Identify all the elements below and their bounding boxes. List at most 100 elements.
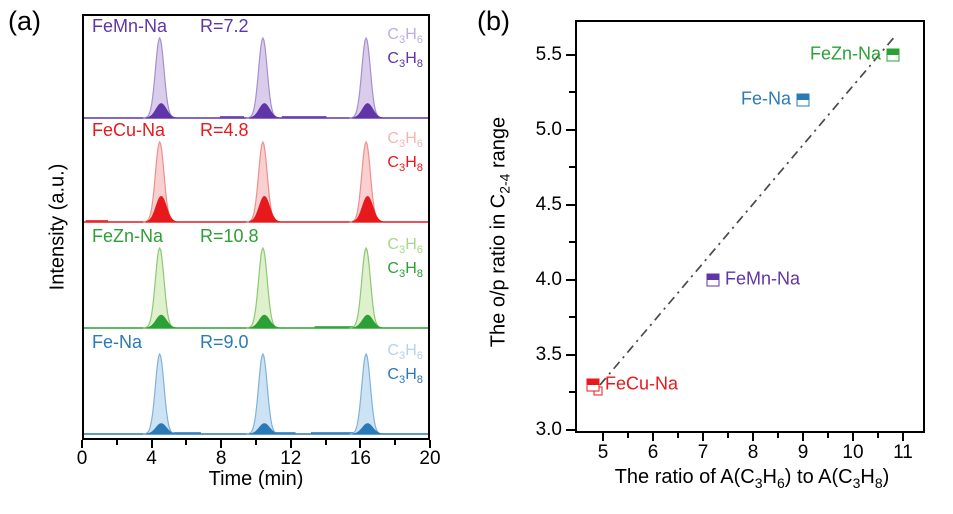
x-minor-tick: [324, 440, 327, 445]
chromatogram-traces: [84, 36, 428, 435]
x-major-tick: [652, 433, 654, 441]
y-tick-label: 5.0: [535, 118, 562, 140]
x-major-tick: [802, 433, 804, 441]
x-minor-tick: [727, 433, 729, 438]
trace-name-label: FeCu-Na: [92, 120, 166, 140]
y-major-tick: [566, 203, 575, 206]
y-major-tick: [566, 53, 575, 56]
y-major-tick: [566, 128, 575, 131]
data-point-label: FeMn-Na: [725, 268, 801, 289]
x-minor-tick: [877, 433, 879, 438]
x-minor-tick: [255, 440, 257, 445]
baseline-noise: [314, 326, 360, 328]
x-major-tick: [752, 433, 754, 441]
y-minor-tick: [569, 91, 575, 94]
data-point-label: Fe-Na: [740, 88, 791, 109]
c3h8-peak: [249, 314, 280, 329]
c3h6-label: C3H6: [387, 236, 423, 257]
x-minor-tick: [827, 433, 829, 438]
trace-name-label: Fe-Na: [92, 332, 143, 352]
y-tick-label: 3.0: [535, 418, 562, 440]
y-major-tick: [566, 353, 575, 356]
x-minor-tick: [185, 440, 188, 445]
x-tick-label: 8: [215, 448, 227, 469]
c3h8-label: C3H8: [387, 50, 423, 71]
x-major-tick: [289, 440, 292, 448]
baseline-noise: [173, 432, 201, 434]
baseline-noise: [268, 432, 296, 434]
x-tick-label: 11: [893, 442, 913, 463]
x-tick-label: 20: [419, 448, 441, 469]
c3h8-peak: [145, 103, 177, 119]
x-tick-label: 0: [76, 448, 88, 469]
x-tick-label: 9: [797, 442, 809, 463]
panel-b-plot-area: [575, 20, 925, 433]
y-tick-label: 4.5: [535, 193, 562, 215]
panel-a-plot-area: FeMn-Na R=7.2 C3H6 C3H8 FeCu-Na R=4.8 C3H6 C3H8…: [82, 14, 430, 440]
c3h8-peak: [145, 195, 177, 223]
panel-a-y-axis-title: Intensity (a.u.): [46, 163, 69, 291]
fit-dash-dot-line: [599, 34, 897, 386]
x-minor-tick: [394, 440, 397, 445]
panel-a-letter: (a): [8, 6, 41, 36]
x-tick-label: 8: [747, 442, 759, 463]
trace-r-value: R=4.8: [200, 120, 249, 140]
x-major-tick: [702, 433, 704, 441]
x-major-tick: [81, 440, 83, 448]
trace-name-label: FeMn-Na: [92, 16, 168, 36]
data-point-label: FeZn-Na: [809, 43, 881, 64]
c3h8-peak: [352, 423, 383, 435]
c3h6-peak: [143, 352, 177, 435]
c3h8-label: C3H8: [387, 260, 423, 281]
x-tick-label: 16: [349, 448, 371, 469]
c3h8-peak: [352, 314, 383, 329]
panel-b-x-axis-title: The ratio of A(C3H6) to A(C3H8): [614, 466, 890, 491]
c3h6-label: C3H6: [387, 342, 423, 363]
x-tick-label: 4: [146, 448, 157, 469]
c3h6-peak: [246, 352, 280, 435]
x-major-tick: [852, 433, 854, 441]
x-minor-tick: [777, 433, 779, 438]
panel-b-letter: (b): [477, 6, 510, 36]
y-minor-tick: [569, 316, 575, 319]
c3h8-peak: [145, 314, 177, 329]
baseline-noise: [311, 432, 354, 434]
x-tick-label: 12: [280, 448, 302, 469]
c3h6-label: C3H6: [387, 26, 423, 47]
x-minor-tick: [115, 440, 118, 445]
baseline-noise: [281, 116, 327, 118]
data-point-marker: [886, 48, 900, 62]
panel-b-y-axis-title: The o/p ratio in C2-4 range: [487, 116, 513, 348]
x-tick-label: 6: [647, 442, 659, 463]
baseline-noise: [85, 220, 109, 222]
c3h6-label: C3H6: [387, 130, 423, 151]
c3h8-label: C3H8: [387, 154, 423, 175]
c3h8-peak: [249, 103, 280, 119]
x-minor-tick: [627, 433, 629, 438]
data-point-marker: [586, 378, 600, 392]
c3h8-peak: [249, 195, 280, 223]
trace-r-value: R=9.0: [200, 332, 249, 352]
panel-a-x-axis-title: Time (min): [208, 468, 304, 490]
trace-r-value: R=10.8: [200, 226, 259, 246]
fit-line-layer: [599, 34, 897, 386]
c3h6-peak: [349, 352, 383, 435]
trace-name-label: FeZn-Na: [92, 226, 164, 246]
c3h8-peak: [145, 423, 177, 435]
y-minor-tick: [569, 166, 575, 169]
c3h8-label: C3H8: [387, 366, 423, 387]
y-major-tick: [566, 428, 575, 431]
x-major-tick: [902, 433, 904, 441]
data-point-marker: [796, 93, 810, 107]
data-point-label: FeCu-Na: [605, 373, 679, 394]
x-major-tick: [429, 440, 431, 448]
x-tick-label: 7: [697, 442, 709, 463]
y-minor-tick: [569, 241, 575, 244]
c3h8-peak: [352, 195, 383, 223]
x-major-tick: [220, 440, 223, 448]
y-major-tick: [566, 278, 575, 281]
trace-r-value: R=7.2: [200, 16, 249, 36]
x-tick-label: 5: [597, 442, 609, 463]
x-minor-tick: [677, 433, 679, 438]
